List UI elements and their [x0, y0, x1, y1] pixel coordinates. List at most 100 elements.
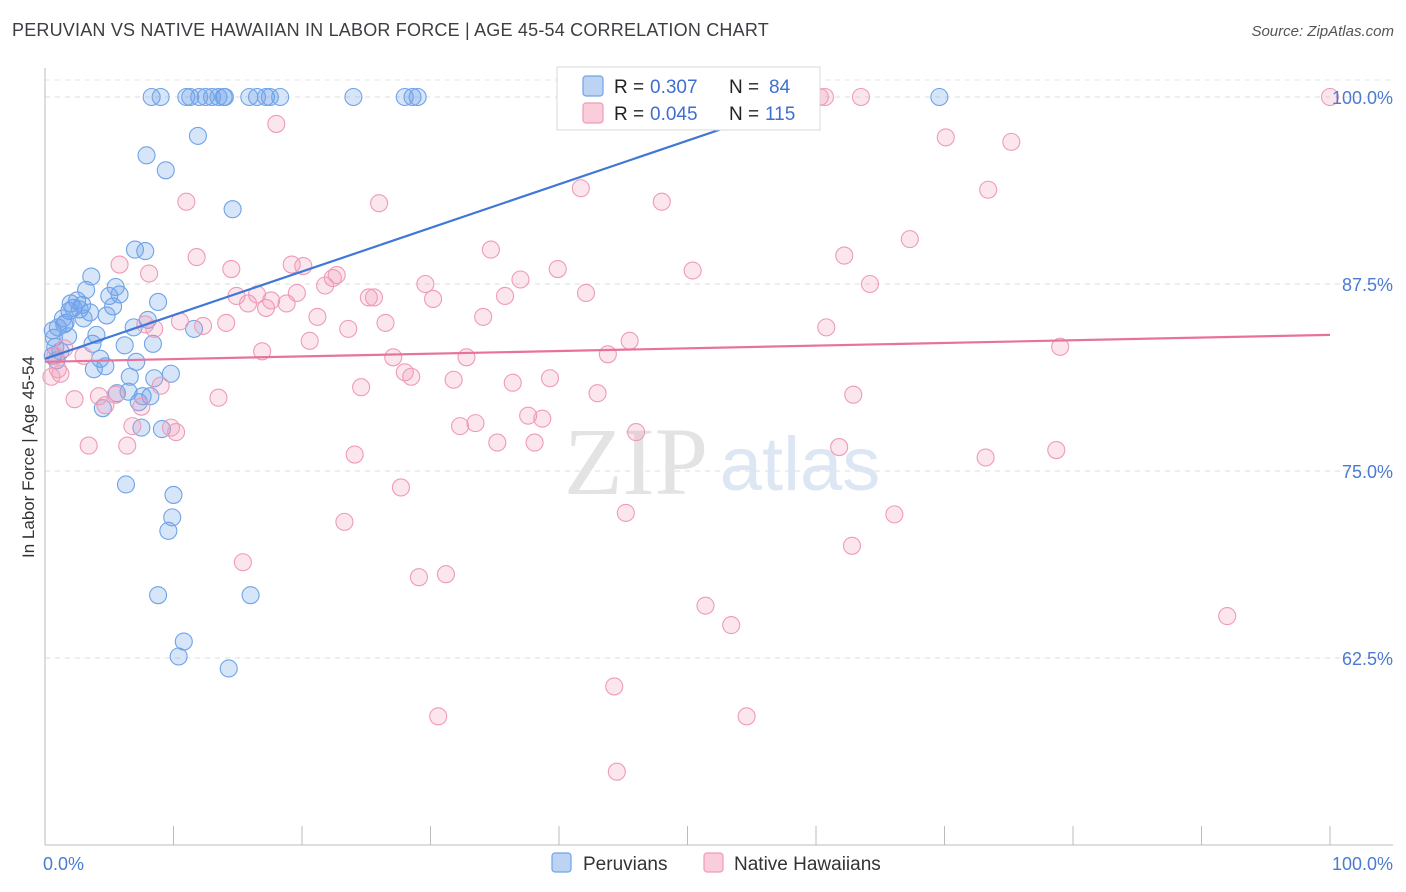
hawaiian-point-34: [262, 291, 281, 310]
hawaiian-point-45: [335, 512, 354, 531]
peruvian-point-58: [190, 87, 209, 107]
peruvian-point-17: [82, 267, 101, 286]
hawaiian-point-72: [519, 406, 538, 425]
peruvian-point-30: [116, 475, 136, 494]
hawaiian-point-92: [737, 707, 756, 726]
peruvian-point-54: [177, 87, 196, 107]
hawaiian-point-11: [110, 255, 129, 274]
peruvian-point-23: [96, 357, 115, 376]
y-tick-label-1: 75.0%: [1342, 462, 1393, 482]
legend-box: R = 0.307 N = 84 R = 0.045 N = 115: [556, 66, 821, 131]
hawaiian-point-48: [352, 378, 371, 397]
peruvian-point-65: [256, 87, 276, 107]
peruvian-point-47: [156, 161, 175, 180]
hawaiian-point-64: [457, 348, 476, 367]
peruvian-point-36: [132, 418, 151, 437]
y-axis-title: In Labor Force | Age 45-54: [19, 356, 38, 558]
hawaiian-point-98: [830, 438, 849, 457]
hawaiian-point-66: [474, 307, 493, 326]
hawaiian-point-104: [885, 505, 904, 524]
hawaiian-point-80: [588, 384, 607, 403]
hawaiian-point-46: [339, 319, 358, 338]
peruvian-point-76: [403, 87, 422, 107]
hawaiian-point-14: [132, 397, 151, 416]
watermark-zip: ZIP: [564, 408, 708, 515]
legend-r-value-1: 0.307: [650, 77, 698, 98]
hawaiian-point-97: [817, 318, 836, 337]
hawaiian-point-75: [540, 369, 560, 388]
hawaiian-point-106: [936, 128, 955, 147]
hawaiian-point-99: [842, 536, 862, 555]
hawaiian-point-71: [511, 270, 530, 289]
hawaiian-point-82: [605, 677, 624, 696]
hawaiian-point-68: [488, 433, 507, 452]
hawaiian-point-62: [444, 370, 463, 389]
hawaiian-point-18: [151, 376, 170, 395]
hawaiian-point-76: [548, 259, 567, 279]
hawaiian-point-69: [495, 286, 515, 306]
hawaiian-point-5: [65, 390, 84, 409]
hawaiian-point-44: [327, 265, 346, 285]
hawaiian-point-101: [844, 385, 863, 404]
peruvian-point-80: [55, 315, 74, 334]
hawaiian-point-91: [722, 616, 741, 635]
hawaiian-point-54: [391, 478, 410, 497]
hawaiian-point-79: [576, 283, 596, 303]
hawaiian-point-90: [696, 596, 715, 615]
legend-r-value-2: 0.045: [650, 104, 698, 125]
hawaiian-point-56: [402, 367, 421, 386]
x-tick-label-max: 100.0%: [1332, 854, 1393, 874]
peruvian-point-72: [209, 87, 228, 107]
peruvian-point-18: [83, 334, 102, 353]
hawaiian-point-16: [140, 264, 159, 283]
peruvian-point-67: [271, 87, 290, 107]
hawaiian-point-100: [835, 246, 854, 265]
native-hawaiians-trend-line: [44, 333, 1331, 363]
source-note: Source: ZipAtlas.com: [1251, 23, 1394, 40]
hawaiian-point-107: [976, 448, 995, 467]
hawaiian-point-38: [287, 283, 306, 303]
hawaiian-point-85: [627, 423, 646, 442]
chart-title: PERUVIAN VS NATIVE HAWAIIAN IN LABOR FOR…: [12, 20, 769, 40]
hawaiian-point-37: [282, 255, 301, 274]
bottom-legend-label-peruvians: Peruvians: [583, 854, 668, 875]
hawaiian-point-87: [652, 192, 671, 211]
hawaiian-point-53: [384, 348, 403, 367]
peruvian-point-49: [161, 364, 180, 383]
hawaiian-point-102: [851, 87, 871, 107]
x-tick-label-min: 0.0%: [43, 854, 84, 874]
peruvian-point-73: [215, 87, 234, 107]
peruvian-point-53: [174, 632, 193, 651]
hawaiian-point-42: [316, 276, 335, 295]
hawaiian-point-61: [436, 565, 455, 584]
peruvian-point-43: [145, 369, 164, 388]
peruvian-point-8: [59, 327, 78, 346]
peruvian-point-60: [219, 659, 238, 678]
peruvian-point-71: [203, 87, 222, 107]
y-tick-labels: 62.5% 75.0% 87.5% 100.0%: [1332, 88, 1393, 669]
hawaiian-point-13: [123, 417, 142, 436]
hawaiian-point-40: [300, 331, 319, 350]
legend-r-label-1: R =: [614, 77, 644, 98]
hawaiian-point-114: [607, 762, 626, 781]
peruvian-point-57: [188, 126, 207, 145]
peruvian-point-38: [136, 242, 155, 261]
hawaiian-point-67: [481, 240, 500, 259]
bottom-legend-label-native-hawaiians: Native Hawaiians: [734, 854, 881, 875]
y-tick-label-0: 62.5%: [1342, 649, 1393, 669]
hawaiian-point-25: [209, 388, 228, 407]
hawaiian-point-29: [233, 553, 252, 572]
legend-n-value-2: 115: [765, 104, 795, 125]
hawaiian-point-110: [1047, 441, 1066, 460]
hawaiian-point-51: [370, 194, 389, 213]
bottom-legend: Peruvians Native Hawaiians: [551, 852, 881, 875]
peruvian-point-66: [260, 87, 279, 107]
hawaiian-point-3: [51, 364, 70, 383]
hawaiian-point-32: [253, 342, 272, 361]
hawaiian-point-12: [118, 436, 137, 455]
hawaiian-point-109: [1002, 132, 1021, 151]
hawaiian-point-89: [683, 261, 702, 280]
peruvian-point-29: [115, 336, 134, 355]
hawaiian-point-58: [416, 274, 435, 294]
